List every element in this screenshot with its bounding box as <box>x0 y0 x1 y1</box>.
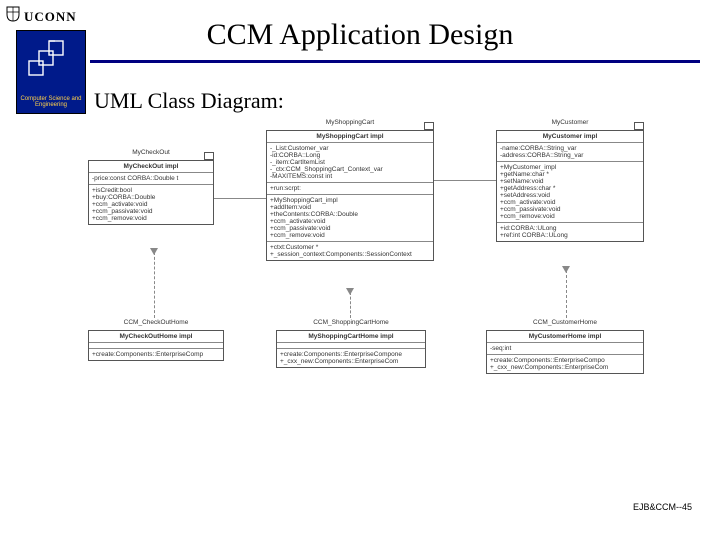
attribute: -id:CORBA::Long <box>270 152 430 159</box>
operation: +setName:void <box>500 178 640 185</box>
stereotype-label: CCM_CheckOutHome <box>89 319 223 326</box>
operation: +ccm_passivate:void <box>500 206 640 213</box>
operation: +ccm_passivate:void <box>270 225 430 232</box>
operation: +_session_context:Components::SessionCon… <box>270 251 430 258</box>
slide-footer: EJB&CCM--45 <box>633 502 692 512</box>
operation: +ctxt:Customer * <box>270 244 430 251</box>
connector-line <box>214 198 266 199</box>
operation: +ccm_activate:void <box>92 201 210 208</box>
dependency-line <box>154 252 155 318</box>
class-name: MyShoppingCartHome impl <box>277 331 425 343</box>
operation: +ccm_remove:void <box>500 213 640 220</box>
stereotype-label: CCM_ShoppingCartHome <box>277 319 425 326</box>
dept-logo: Computer Science and Engineering <box>16 30 86 114</box>
operation: +theContents:CORBA::Double <box>270 211 430 218</box>
operation: +id:CORBA::ULong <box>500 225 640 232</box>
operation: +ccm_passivate:void <box>92 208 210 215</box>
operation: +run:scrpt: <box>270 185 430 192</box>
operation: +getAddress:char * <box>500 185 640 192</box>
attribute: -_item:CartItemList <box>270 159 430 166</box>
uml-diagram: MyCheckOut MyCheckOut impl -price:const … <box>60 130 680 410</box>
uml-class-checkout: MyCheckOut MyCheckOut impl -price:const … <box>88 160 214 225</box>
attribute: -_List:Customer_var <box>270 145 430 152</box>
stereotype-label: MyCheckOut <box>89 149 213 156</box>
arrowhead-icon <box>150 248 158 255</box>
dependency-line <box>566 270 567 318</box>
operation: +buy:CORBA::Double <box>92 194 210 201</box>
operation: +ref:int CORBA::ULong <box>500 232 640 239</box>
attribute: -price:const CORBA::Double t <box>92 175 210 182</box>
arrowhead-icon <box>346 288 354 295</box>
operation: +_cxx_new:Components::EnterpriseCom <box>490 364 640 371</box>
operation: +ccm_activate:void <box>270 218 430 225</box>
stereotype-label: CCM_CustomerHome <box>487 319 643 326</box>
class-name: MyCheckOut impl <box>89 161 213 173</box>
title-underline <box>90 60 700 63</box>
operation: +MyCustomer_impl <box>500 164 640 171</box>
operation: +create:Components::EnterpriseCompone <box>280 351 422 358</box>
operation: +ccm_remove:void <box>92 215 210 222</box>
attribute: -seq:int <box>490 345 640 352</box>
attribute: -name:CORBA::String_var <box>500 145 640 152</box>
operation: +_cxx_new:Components::EnterpriseCom <box>280 358 422 365</box>
attribute: -MAXITEMS:const int <box>270 173 430 180</box>
connector-line <box>434 180 496 181</box>
uml-class-cart: MyShoppingCart MyShoppingCart impl -_Lis… <box>266 130 434 261</box>
operation: +MyShoppingCart_impl <box>270 197 430 204</box>
operation: +ccm_activate:void <box>500 199 640 206</box>
operation: +addItem:void <box>270 204 430 211</box>
page-title: CCM Application Design <box>0 18 720 52</box>
class-name: MyCheckOutHome impl <box>89 331 223 343</box>
dept-label: Computer Science and Engineering <box>17 96 85 109</box>
uml-class-customer: MyCustomer MyCustomer impl -name:CORBA::… <box>496 130 644 242</box>
uml-class-checkout-home: CCM_CheckOutHome MyCheckOutHome impl +cr… <box>88 330 224 361</box>
uml-class-customer-home: CCM_CustomerHome MyCustomerHome impl -se… <box>486 330 644 374</box>
dependency-line <box>350 292 351 318</box>
section-heading: UML Class Diagram: <box>94 88 284 114</box>
stereotype-label: MyShoppingCart <box>267 119 433 126</box>
uml-class-cart-home: CCM_ShoppingCartHome MyShoppingCartHome … <box>276 330 426 368</box>
operation: +ccm_remove:void <box>270 232 430 239</box>
class-name: MyShoppingCart impl <box>267 131 433 143</box>
class-name: MyCustomer impl <box>497 131 643 143</box>
operation: +getName:char * <box>500 171 640 178</box>
class-name: MyCustomerHome impl <box>487 331 643 343</box>
operation: +create:Components::EnterpriseComp <box>92 351 220 358</box>
attribute: -address:CORBA::String_var <box>500 152 640 159</box>
arrowhead-icon <box>562 266 570 273</box>
operation: +isCredit:bool <box>92 187 210 194</box>
attribute: -_ctx:CCM_ShoppingCart_Context_var <box>270 166 430 173</box>
operation: +setAddress:void <box>500 192 640 199</box>
stereotype-label: MyCustomer <box>497 119 643 126</box>
operation: +create:Components::EnterpriseCompo <box>490 357 640 364</box>
